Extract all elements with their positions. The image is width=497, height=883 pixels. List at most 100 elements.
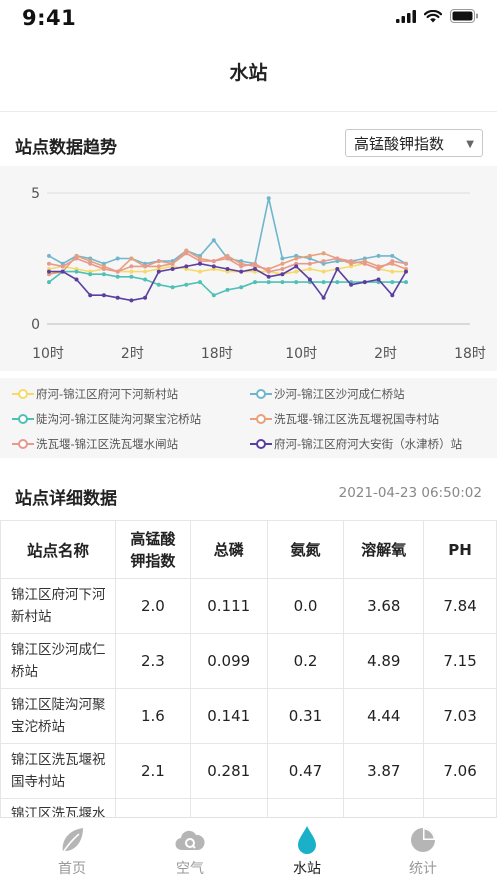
trend-chart-background	[0, 166, 497, 371]
data-point	[321, 295, 326, 300]
data-point	[143, 269, 148, 274]
tab-water-station[interactable]: 水站	[257, 818, 357, 883]
legend-item[interactable]: 沙河-锦江区沙河成仁桥站	[250, 386, 405, 402]
data-point	[362, 261, 367, 266]
tab-home[interactable]: 首页	[22, 818, 122, 883]
legend-item[interactable]: 陡沟河-锦江区陡沟河聚宝沱桥站	[12, 411, 201, 427]
station-name-label: 锦江区沙河成仁桥站	[11, 642, 106, 680]
data-point	[170, 285, 175, 290]
data-point	[280, 280, 285, 285]
data-point	[198, 261, 202, 266]
tab-air[interactable]: 空气	[140, 818, 240, 883]
data-point	[253, 261, 257, 266]
data-point	[321, 251, 326, 256]
metric-select[interactable]: 高锰酸钾指数 ▼	[345, 129, 483, 157]
station-name: 锦江区陡沟河聚宝沱桥站	[0, 688, 116, 744]
data-point	[321, 280, 326, 285]
data-point	[280, 267, 285, 271]
data-point	[280, 272, 285, 277]
data-point	[47, 261, 51, 266]
table-row[interactable]: 锦江区府河下河新村站 2.0 0.111 0.0 3.68 7.84	[0, 578, 497, 634]
cell-permanganate: 2.3	[114, 633, 191, 689]
data-point	[390, 253, 395, 258]
data-point	[266, 274, 271, 279]
cell-dissolved-oxygen: 4.44	[343, 688, 425, 744]
data-point	[115, 274, 120, 279]
data-point	[294, 256, 299, 261]
page-title: 水站	[229, 62, 268, 84]
cell-dissolved-oxygen: 4.89	[343, 633, 425, 689]
station-name-label: 锦江区府河下河新村站	[11, 587, 106, 625]
station-table: 站点名称 高锰酸钾指数 总磷 氨氮 溶解氧 PH 锦江区府河下河新村站 2.0 …	[0, 520, 497, 854]
data-point	[170, 267, 175, 271]
cell-total-phosphorus: 0.099	[189, 633, 268, 689]
data-point	[376, 277, 381, 282]
data-point	[60, 269, 65, 274]
data-point	[74, 269, 79, 274]
details-timestamp: 2021-04-23 06:50:02	[338, 485, 482, 501]
data-point	[115, 269, 120, 274]
table-row[interactable]: 锦江区洗瓦堰祝国寺村站 2.1 0.281 0.47 3.87 7.06	[0, 743, 497, 799]
legend-item[interactable]: 洗瓦堰-锦江区洗瓦堰祝国寺村站	[250, 411, 439, 427]
cell-dissolved-oxygen: 3.87	[343, 743, 425, 799]
trend-section-title: 站点数据趋势	[15, 138, 117, 158]
data-point	[211, 238, 216, 243]
tab-home-label: 首页	[58, 861, 86, 877]
series-line	[48, 198, 407, 265]
table-header-row: 站点名称 高锰酸钾指数 总磷 氨氮 溶解氧 PH	[0, 520, 497, 579]
station-name: 锦江区府河下河新村站	[0, 578, 116, 634]
data-point	[335, 280, 340, 285]
header-permanganate-label: 高锰酸钾指数	[130, 529, 176, 570]
header-station-name: 站点名称	[0, 520, 116, 579]
data-point	[280, 261, 285, 266]
cell-permanganate: 2.1	[114, 743, 191, 799]
data-point	[47, 280, 51, 285]
data-point	[349, 259, 354, 264]
table-row[interactable]: 锦江区陡沟河聚宝沱桥站 1.6 0.141 0.31 4.44 7.03	[0, 688, 497, 744]
cell-ph: 7.84	[423, 578, 497, 634]
tab-statistics-label: 统计	[409, 861, 437, 877]
data-point	[101, 272, 106, 277]
cell-total-phosphorus: 0.111	[189, 578, 268, 634]
x-tick-label: 18时	[454, 346, 486, 362]
data-point	[266, 280, 271, 285]
header-dissolved-oxygen: 溶解氧	[343, 520, 425, 579]
data-point	[253, 280, 257, 285]
legend-marker-icon	[12, 439, 34, 449]
data-point	[47, 253, 51, 258]
data-point	[143, 295, 148, 300]
data-point	[225, 267, 230, 271]
data-point	[335, 267, 340, 271]
data-point	[307, 277, 312, 282]
data-point	[307, 261, 312, 266]
x-tick-label: 10时	[32, 346, 64, 362]
data-point	[156, 259, 161, 264]
legend-item[interactable]: 洗瓦堰-锦江区洗瓦堰水闸站	[12, 436, 178, 452]
data-point	[225, 256, 230, 261]
data-point	[239, 285, 244, 290]
data-point	[307, 267, 312, 271]
header-ph: PH	[423, 520, 497, 579]
data-point	[239, 269, 244, 274]
table-row[interactable]: 锦江区沙河成仁桥站 2.3 0.099 0.2 4.89 7.15	[0, 633, 497, 689]
data-point	[390, 293, 395, 298]
data-point	[266, 196, 271, 201]
data-point	[101, 267, 106, 271]
data-point	[88, 261, 93, 266]
data-point	[335, 256, 340, 261]
legend-item[interactable]: 府河-锦江区府河大安街（水津桥）站	[250, 436, 462, 452]
legend-item[interactable]: 府河-锦江区府河下河新村站	[12, 386, 178, 402]
data-point	[294, 280, 299, 285]
data-point	[143, 277, 148, 282]
details-section-title: 站点详细数据	[15, 489, 117, 509]
y-tick-label: 0	[31, 317, 40, 333]
cell-permanganate: 1.6	[114, 688, 191, 744]
tab-statistics[interactable]: 统计	[373, 818, 473, 883]
data-point	[129, 264, 134, 269]
data-point	[170, 261, 175, 266]
data-point	[294, 264, 299, 269]
data-point	[156, 264, 161, 269]
data-point	[307, 253, 312, 258]
tab-water-station-label: 水站	[293, 861, 321, 877]
data-point	[349, 282, 354, 287]
